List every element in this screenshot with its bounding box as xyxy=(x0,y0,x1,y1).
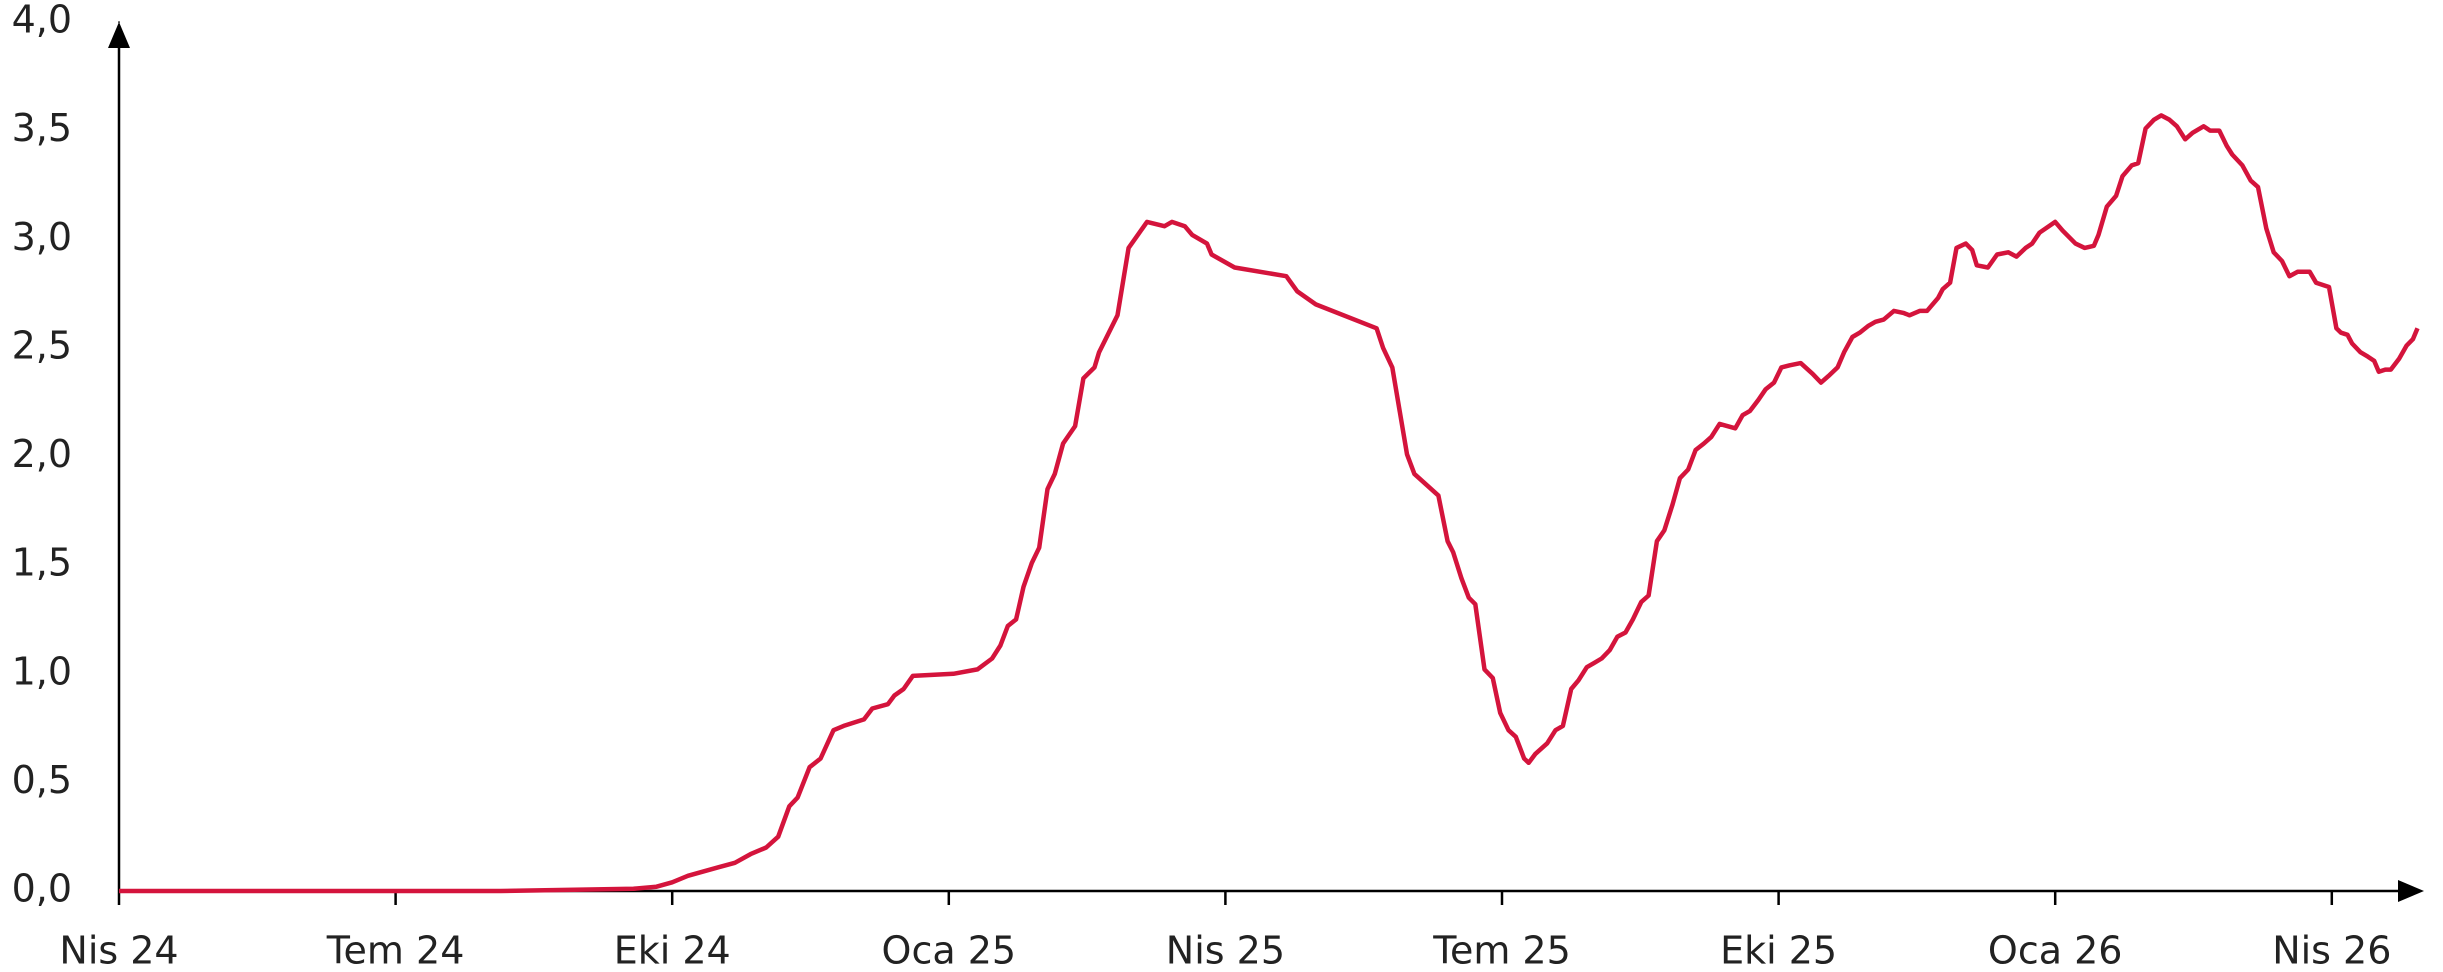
y-tick-label: 2,0 xyxy=(12,432,72,476)
y-tick-label: 2,5 xyxy=(12,323,72,367)
y-tick-label: 3,5 xyxy=(12,106,72,150)
x-tick-label: Nis 25 xyxy=(1166,929,1285,972)
x-tick-label: Nis 26 xyxy=(2272,929,2391,972)
x-tick-label: Eki 25 xyxy=(1720,929,1837,972)
y-tick-label: 1,0 xyxy=(12,649,72,693)
y-tick-label: 3,0 xyxy=(12,215,72,259)
y-tick-label: 0,0 xyxy=(12,867,72,911)
y-tick-label: 4,0 xyxy=(12,0,72,42)
x-tick-label: Tem 25 xyxy=(1432,929,1571,972)
x-tick-label: Eki 24 xyxy=(614,929,731,972)
y-axis-arrow xyxy=(108,22,130,48)
x-axis-arrow xyxy=(2398,880,2424,902)
x-tick-label: Oca 26 xyxy=(1988,929,2123,972)
x-tick-label: Tem 24 xyxy=(326,929,465,972)
x-tick-label: Nis 24 xyxy=(59,929,178,972)
y-tick-label: 0,5 xyxy=(12,758,72,802)
line-series xyxy=(119,113,2420,894)
x-tick-label: Oca 25 xyxy=(882,929,1017,972)
y-tick-label: 1,5 xyxy=(12,541,72,585)
